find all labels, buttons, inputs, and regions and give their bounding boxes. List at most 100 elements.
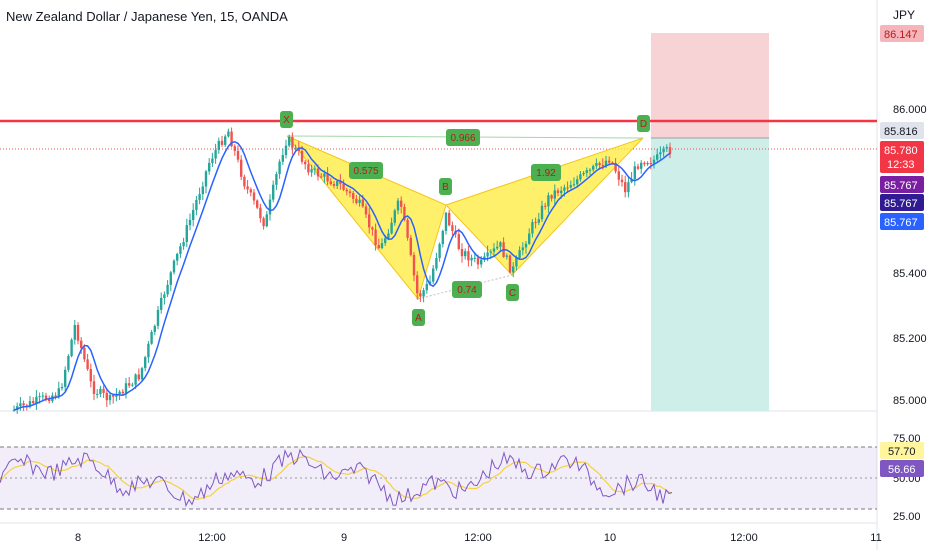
candle-body: [486, 252, 489, 257]
candle-body: [35, 396, 38, 404]
time-axis[interactable]: 8 12:00 9 12:00 10 12:00 11: [75, 532, 882, 544]
candle-body: [214, 150, 217, 159]
candle-body: [140, 368, 144, 380]
price-axis[interactable]: 86.000 85.400 85.200 85.000: [893, 104, 927, 407]
candle-body: [323, 173, 326, 177]
candle-body: [377, 245, 380, 249]
candle-body: [422, 290, 425, 297]
candle-body: [288, 136, 291, 146]
ratio-bcd-label: 1.92: [536, 168, 556, 179]
price-tick-86000: 86.000: [893, 104, 927, 116]
candle-body: [57, 388, 60, 397]
pattern-point-d[interactable]: D: [637, 115, 650, 132]
candle-body: [208, 162, 211, 172]
candle-body: [156, 309, 160, 326]
candle-body: [118, 391, 121, 395]
candle-body: [412, 254, 416, 276]
candle-body: [176, 253, 179, 261]
candle-body: [368, 214, 371, 228]
candle-body: [233, 146, 236, 151]
candle-body: [336, 181, 339, 186]
price-tag-resistance-text: 85.816: [884, 126, 918, 138]
candle-body: [598, 163, 601, 166]
candle-body: [304, 161, 307, 165]
candle-body: [262, 218, 265, 227]
price-tag-ma-b-text: 85.767: [884, 198, 918, 210]
candle-body: [329, 181, 332, 185]
candle-body: [243, 176, 246, 187]
candle-body: [364, 206, 368, 215]
candle-body: [92, 381, 96, 395]
candle-body: [512, 266, 515, 273]
candle-body: [128, 383, 131, 386]
candle-body: [489, 251, 492, 253]
candle-body: [265, 214, 268, 227]
price-tag-last: 85.780 12:33: [880, 141, 924, 173]
candle-body: [518, 250, 521, 258]
candle-body: [592, 165, 595, 170]
pattern-point-x[interactable]: X: [280, 111, 293, 128]
pattern-point-c[interactable]: C: [506, 284, 519, 301]
moving-average-line: [13, 140, 671, 411]
candle-body: [217, 140, 220, 151]
candle-body: [528, 233, 531, 244]
candle-body: [448, 212, 451, 226]
price-tag-stop-text: 86.147: [884, 29, 918, 41]
candle-body: [297, 147, 300, 152]
candle-body: [204, 171, 208, 187]
pattern-point-b[interactable]: B: [439, 178, 452, 195]
candle-body: [384, 238, 387, 244]
candle-body: [345, 189, 348, 192]
rsi-tag-value-text: 56.66: [888, 464, 916, 476]
candle-body: [636, 166, 640, 169]
ratio-bcd[interactable]: 1.92: [531, 164, 561, 181]
take-profit-zone[interactable]: [651, 138, 769, 411]
ratio-abc[interactable]: 0.74: [452, 281, 482, 298]
candle-body: [380, 243, 384, 249]
candle-body: [227, 131, 230, 137]
candle-body: [169, 272, 172, 285]
candle-body: [179, 246, 182, 254]
candle-body: [28, 401, 32, 407]
candle-body: [188, 219, 192, 226]
candle-body: [80, 340, 83, 348]
pattern-point-a[interactable]: A: [412, 309, 425, 326]
rsi-line: [0, 448, 673, 508]
candle-body: [467, 251, 470, 261]
candle-body: [627, 182, 630, 193]
candle-body: [617, 171, 620, 180]
candle-body: [579, 174, 582, 180]
candle-body: [201, 186, 204, 195]
candle-body: [246, 186, 249, 190]
ratio-xad-label: 0.966: [450, 133, 475, 144]
price-tick-85400: 85.400: [893, 268, 927, 280]
candle-body: [32, 401, 35, 404]
candle-body: [460, 249, 464, 257]
candle-body: [150, 331, 153, 344]
candle-body: [124, 383, 128, 394]
time-label-11: 11: [870, 532, 881, 544]
candle-body: [390, 222, 393, 234]
candle-body: [16, 406, 19, 410]
candle-body: [624, 182, 627, 193]
candle-body: [521, 247, 524, 251]
price-tag-ma-a-text: 85.767: [884, 180, 918, 192]
time-label-8: 8: [75, 532, 81, 544]
candle-body: [332, 184, 336, 186]
candle-body: [496, 246, 499, 249]
candle-body: [531, 222, 534, 234]
candle-body: [198, 194, 201, 200]
candle-body: [483, 256, 486, 260]
pattern-point-d-label: D: [640, 119, 647, 130]
candle-body: [553, 190, 556, 199]
ratio-xab[interactable]: 0.575: [349, 162, 383, 179]
candlestick-series: [12, 127, 672, 414]
candle-body: [444, 212, 448, 231]
candle-body: [240, 159, 243, 177]
ratio-xad[interactable]: 0.966: [446, 129, 480, 146]
candle-body: [476, 257, 480, 265]
candle-body: [566, 187, 569, 189]
price-tag-ma-b: 85.767: [880, 194, 924, 211]
candle-body: [153, 325, 156, 332]
